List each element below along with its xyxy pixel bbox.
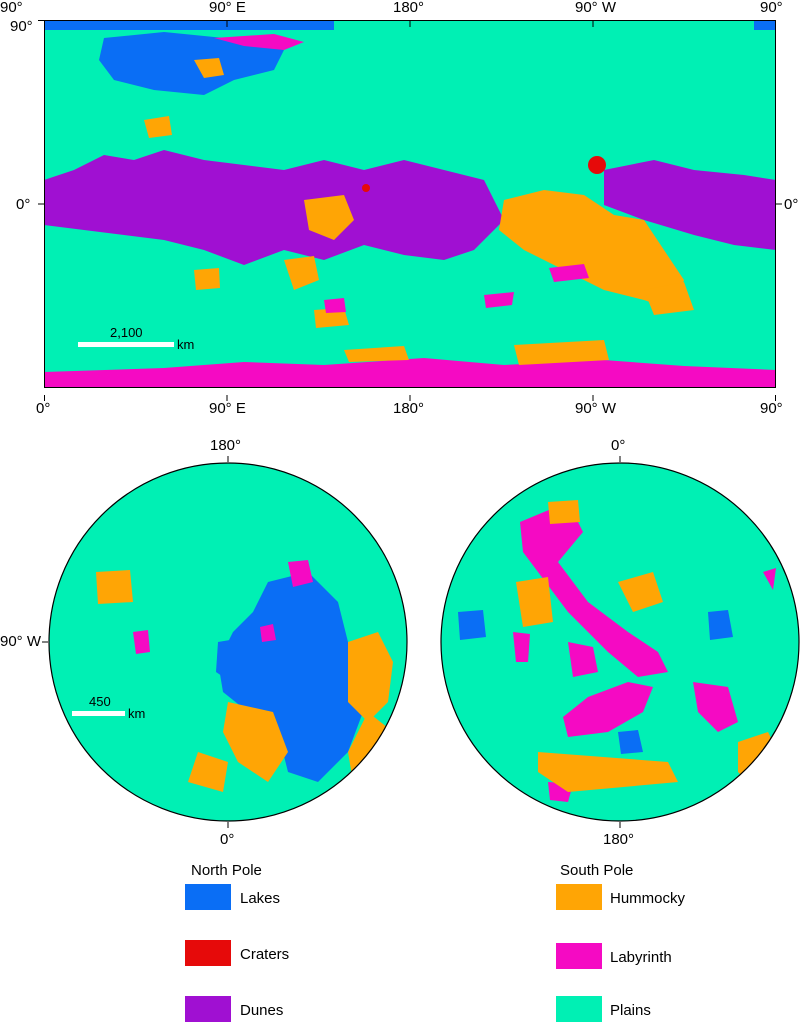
craters-swatch	[185, 940, 231, 966]
lakes-region	[618, 730, 643, 754]
lakes-region	[458, 610, 486, 640]
hummocky-region	[96, 570, 133, 604]
map-frame	[44, 20, 776, 388]
labyrinth-region	[763, 568, 776, 590]
hummocky-region	[514, 340, 609, 365]
hummocky-region	[644, 282, 694, 315]
labyrinth-swatch	[556, 943, 602, 969]
top-tick-label: 90° W	[575, 0, 617, 16]
plains-region	[334, 20, 754, 30]
right-tick-label: 0°	[784, 196, 799, 213]
labyrinth-region	[44, 358, 776, 388]
labyrinth-region	[133, 630, 150, 654]
labyrinth-region	[288, 560, 313, 587]
plains-swatch	[556, 996, 602, 1022]
hummocky-swatch	[556, 884, 602, 910]
scale-bar-value: 2,100	[110, 325, 143, 340]
lakes-region	[216, 637, 258, 687]
hummocky-region	[194, 268, 220, 290]
global-ticks-bottom	[44, 388, 776, 401]
south-pole-map	[438, 462, 801, 826]
labyrinth-region	[324, 298, 346, 313]
top-tick-label: 90°	[760, 0, 783, 16]
global-ticks-right	[776, 20, 782, 388]
dunes-region	[44, 150, 504, 265]
dunes-region	[604, 160, 776, 250]
plains-label: Plains	[610, 1002, 651, 1019]
top-tick-label: 90°	[0, 0, 23, 16]
bottom-tick-label: 90° E	[209, 400, 246, 417]
hummocky-region	[516, 577, 553, 627]
global-ticks-top	[44, 14, 776, 27]
hummocky-region	[188, 752, 228, 792]
scale-bar-unit: km	[177, 337, 195, 352]
lakes-label: Lakes	[240, 890, 281, 907]
labyrinth-region	[513, 632, 530, 662]
global-ticks-left	[38, 20, 44, 388]
global-map-svg	[44, 20, 776, 388]
lakes-swatch	[185, 884, 231, 910]
scale-bar-value: 450	[89, 694, 111, 709]
hummocky-region	[538, 752, 678, 792]
craters-label: Craters	[240, 946, 290, 963]
labyrinth-region	[214, 34, 304, 50]
labyrinth-region	[549, 264, 589, 282]
labyrinth-region	[568, 642, 598, 677]
hummocky-region	[548, 500, 580, 524]
map-frame	[48, 462, 408, 822]
south-pole-title: South Pole	[560, 862, 634, 879]
north-pole-title: North Pole	[191, 862, 262, 879]
lakes-region	[708, 610, 733, 640]
scale-bar	[78, 342, 174, 347]
hummocky-region	[194, 58, 224, 78]
hummocky-region	[738, 732, 783, 792]
hummocky-region	[284, 256, 319, 290]
hummocky-region	[144, 116, 172, 138]
map-frame	[440, 462, 800, 822]
labyrinth-region	[520, 502, 668, 677]
top-tick-label: 180°	[393, 0, 425, 16]
left-tick-label: 90°	[10, 18, 33, 35]
lakes-region	[218, 572, 368, 782]
labyrinth-region	[693, 682, 738, 732]
global-map	[44, 20, 776, 388]
scale-bar-unit: km	[128, 706, 146, 721]
hummocky-region	[314, 308, 349, 328]
labyrinth-region	[563, 682, 653, 737]
bottom-tick-label: 90° W	[575, 400, 617, 417]
bottom-tick-label: 180°	[393, 400, 425, 417]
scale-bar	[72, 711, 125, 716]
bottom-tick-label: 90°	[760, 400, 783, 417]
north-pole-left-tick: 90° W	[0, 633, 42, 650]
top-tick-label: 90° E	[209, 0, 246, 16]
south-pole-top-tick: 0°	[611, 437, 626, 454]
north-pole-top-tick: 180°	[210, 437, 242, 454]
labyrinth-region	[484, 292, 514, 308]
hummocky-region	[499, 190, 684, 310]
hummocky-region	[348, 632, 393, 722]
lakes-region	[99, 32, 284, 95]
south-pole-bottom-tick: 180°	[603, 831, 635, 848]
left-tick-label: 0°	[16, 196, 31, 213]
crater	[588, 156, 606, 174]
hummocky-region	[223, 702, 288, 782]
hummocky-label: Hummocky	[610, 890, 686, 907]
dunes-label: Dunes	[240, 1002, 284, 1019]
hummocky-region	[344, 346, 409, 362]
north-pole-map	[48, 462, 408, 822]
labyrinth-label: Labyrinth	[610, 949, 672, 966]
labyrinth-region	[260, 624, 276, 642]
hummocky-region	[304, 195, 354, 240]
north-pole-bottom-tick: 0°	[220, 831, 235, 848]
hummocky-region	[618, 572, 663, 612]
crater	[362, 184, 370, 192]
bottom-tick-label: 0°	[36, 400, 51, 417]
dunes-swatch	[185, 996, 231, 1022]
